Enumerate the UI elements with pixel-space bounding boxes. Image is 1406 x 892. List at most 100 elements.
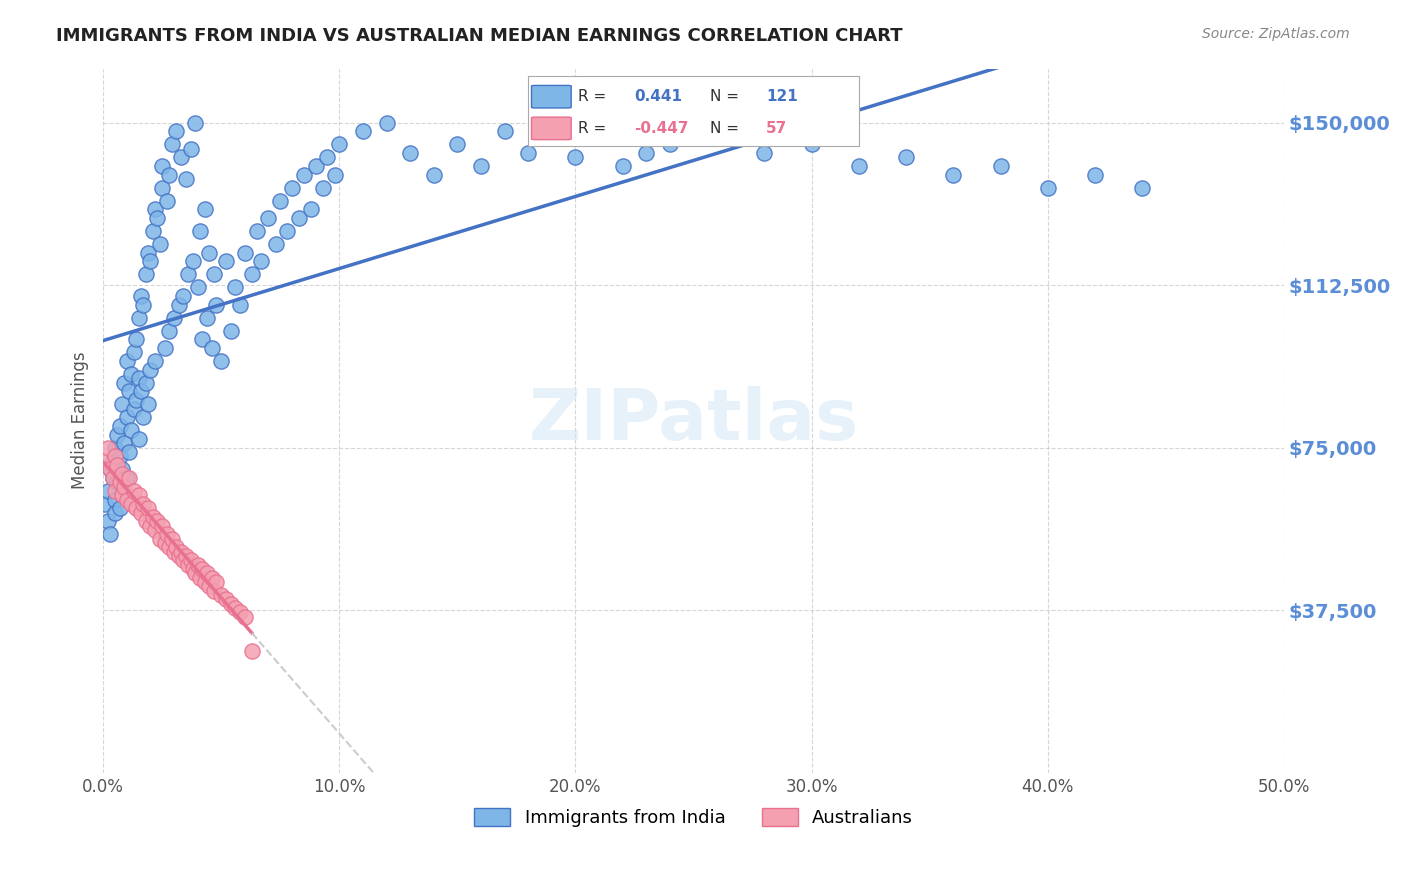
Point xyxy=(104,441,127,455)
Point xyxy=(139,254,162,268)
Point xyxy=(97,441,120,455)
Point xyxy=(112,436,135,450)
Point xyxy=(118,445,141,459)
Point xyxy=(170,150,193,164)
Point xyxy=(104,492,127,507)
Point xyxy=(399,146,422,161)
Point xyxy=(121,423,143,437)
Text: ZIPatlas: ZIPatlas xyxy=(529,386,859,455)
Point xyxy=(316,150,339,164)
Point xyxy=(800,137,823,152)
Point xyxy=(146,211,169,225)
Point xyxy=(181,562,204,576)
Point xyxy=(257,211,280,225)
Point xyxy=(132,497,155,511)
Point xyxy=(135,268,157,282)
Point xyxy=(97,515,120,529)
Point xyxy=(128,488,150,502)
Point xyxy=(135,515,157,529)
Point xyxy=(191,562,214,576)
Point xyxy=(240,268,263,282)
Point xyxy=(312,180,335,194)
Text: IMMIGRANTS FROM INDIA VS AUSTRALIAN MEDIAN EARNINGS CORRELATION CHART: IMMIGRANTS FROM INDIA VS AUSTRALIAN MEDI… xyxy=(56,27,903,45)
Point xyxy=(1036,180,1059,194)
Point xyxy=(165,124,187,138)
Point xyxy=(163,545,186,559)
Point xyxy=(111,397,134,411)
Point xyxy=(1084,168,1107,182)
Point xyxy=(121,497,143,511)
Point xyxy=(706,124,728,138)
Point xyxy=(118,384,141,399)
Point xyxy=(108,419,131,434)
Point xyxy=(754,146,776,161)
Point xyxy=(174,172,197,186)
Point xyxy=(94,497,117,511)
Point xyxy=(108,501,131,516)
Point xyxy=(98,462,121,476)
Point xyxy=(160,137,183,152)
Point xyxy=(163,310,186,325)
Point xyxy=(564,150,586,164)
Point xyxy=(205,575,228,590)
Point xyxy=(101,471,124,485)
Point xyxy=(848,159,870,173)
Point xyxy=(205,298,228,312)
Point xyxy=(125,332,148,346)
Point xyxy=(111,488,134,502)
Point xyxy=(153,341,176,355)
Point xyxy=(209,588,232,602)
Point xyxy=(122,401,145,416)
Point xyxy=(187,280,209,294)
Point xyxy=(305,159,328,173)
Point xyxy=(150,518,173,533)
Point xyxy=(194,575,217,590)
Point xyxy=(612,159,634,173)
Point xyxy=(179,142,201,156)
Point xyxy=(292,168,315,182)
Point xyxy=(233,245,256,260)
Point xyxy=(105,475,128,490)
Legend: Immigrants from India, Australians: Immigrants from India, Australians xyxy=(467,800,920,834)
Point xyxy=(142,510,165,524)
Point xyxy=(229,298,252,312)
Point xyxy=(115,492,138,507)
Point xyxy=(209,354,232,368)
Point xyxy=(132,410,155,425)
Point xyxy=(172,289,194,303)
Point xyxy=(112,376,135,390)
Point xyxy=(129,384,152,399)
Point xyxy=(98,527,121,541)
Point xyxy=(198,579,221,593)
Point xyxy=(157,324,180,338)
Point xyxy=(104,506,127,520)
Point xyxy=(156,194,179,208)
Point xyxy=(276,224,298,238)
Point xyxy=(115,471,138,485)
Point xyxy=(184,566,207,581)
Point xyxy=(143,523,166,537)
Point xyxy=(128,310,150,325)
Point xyxy=(540,116,562,130)
Point xyxy=(219,324,242,338)
Point xyxy=(264,237,287,252)
Point xyxy=(191,332,214,346)
Point xyxy=(156,527,179,541)
Point xyxy=(104,450,127,464)
Point xyxy=(121,367,143,381)
Point xyxy=(219,597,242,611)
Point xyxy=(240,644,263,658)
Point xyxy=(170,545,193,559)
Point xyxy=(132,298,155,312)
Point xyxy=(111,467,134,481)
Point xyxy=(139,362,162,376)
Point xyxy=(125,392,148,407)
Point xyxy=(250,254,273,268)
Point xyxy=(184,116,207,130)
Point xyxy=(202,583,225,598)
Point xyxy=(494,124,516,138)
Point xyxy=(135,376,157,390)
Point xyxy=(636,146,658,161)
Point xyxy=(224,601,246,615)
Point xyxy=(588,124,610,138)
